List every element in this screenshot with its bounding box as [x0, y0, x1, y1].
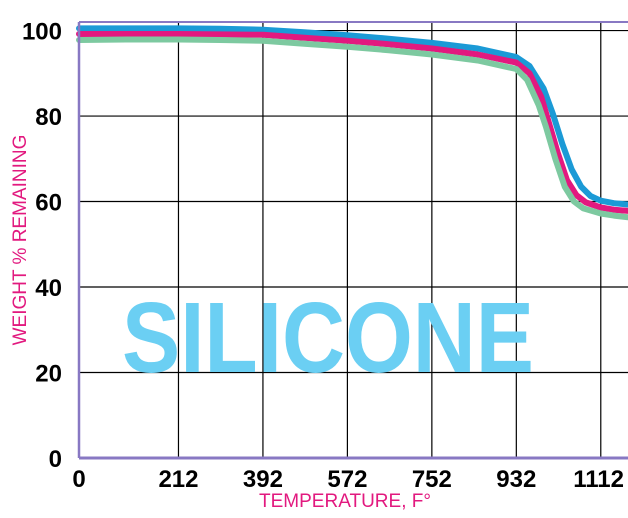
x-tick-label-212: 212: [158, 466, 198, 493]
y-tick-label-80: 80: [35, 104, 62, 131]
x-tick-label-752: 752: [412, 466, 452, 493]
series-line-3: [76, 36, 628, 221]
plot-frame: [77, 21, 628, 460]
x-tick-label-1112: 1112: [573, 466, 624, 493]
y-tick-label-100: 100: [22, 19, 62, 46]
y-axis-label: WEIGHT % REMAINING: [10, 135, 31, 346]
y-tick-label-40: 40: [35, 275, 62, 302]
x-tick-label-0: 0: [72, 466, 85, 493]
x-tick-label-392: 392: [243, 466, 283, 493]
y-tick-label-20: 20: [35, 361, 62, 388]
x-tick-label-932: 932: [496, 466, 536, 493]
series-layer: [76, 25, 628, 221]
watermark-layer: SILICONE: [122, 282, 534, 394]
series-line-2: [76, 31, 628, 214]
silicone-watermark: SILICONE: [122, 282, 534, 394]
series-line-1: [76, 25, 628, 208]
y-tick-label-0: 0: [49, 446, 62, 473]
y-tick-label-60: 60: [35, 190, 62, 217]
x-tick-label-572: 572: [327, 466, 367, 493]
tick-labels: 0 20 40 60 80 100 0 212 392 572 752 932 1112: [22, 19, 624, 493]
x-axis-label: TEMPERATURE, F°: [259, 491, 431, 512]
